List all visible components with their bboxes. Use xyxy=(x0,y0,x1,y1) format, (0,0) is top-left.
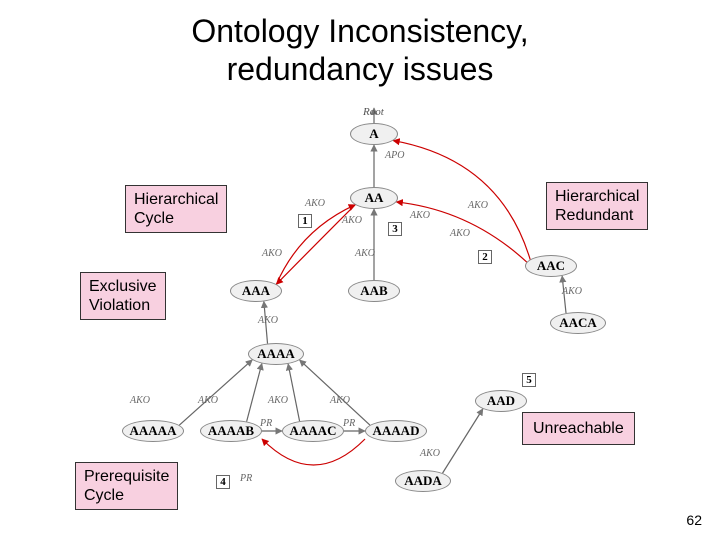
edge-label-ako12: AKO xyxy=(268,395,288,406)
marker-5: 5 xyxy=(522,373,536,387)
node-aaca: AACA xyxy=(550,312,606,334)
callout-exclusive-violation: Exclusive Violation xyxy=(80,272,166,320)
node-aaa: AAA xyxy=(230,280,282,302)
diagram-canvas: AAAAAAAABAACAACAAAAAAAAAAAAAABAAAACAAAAD… xyxy=(0,0,720,540)
node-aa: AA xyxy=(350,187,398,209)
node-aaaaa: AAAAA xyxy=(122,420,184,442)
edge-label-ako11: AKO xyxy=(198,395,218,406)
edge-label-ako1: AKO xyxy=(305,198,325,209)
edge-label-ako2: AKO xyxy=(342,215,362,226)
node-aac: AAC xyxy=(525,255,577,277)
edge-label-ako10: AKO xyxy=(130,395,150,406)
edge-label-ako6: AKO xyxy=(355,248,375,259)
marker-1: 1 xyxy=(298,214,312,228)
edge-label-ako5: AKO xyxy=(262,248,282,259)
edge-label-ako4: AKO xyxy=(468,200,488,211)
page-number: 62 xyxy=(686,512,702,528)
edge-label-pr2: PR xyxy=(343,418,355,429)
marker-4: 4 xyxy=(216,475,230,489)
edge-label-pr1: PR xyxy=(260,418,272,429)
edge-label-pr3: PR xyxy=(240,473,252,484)
callout-hierarchical-redundant: Hierarchical Redundant xyxy=(546,182,648,230)
marker-3: 3 xyxy=(388,222,402,236)
edge-label-ako3: AKO xyxy=(410,210,430,221)
node-aaaab: AAAAB xyxy=(200,420,262,442)
callout-prerequisite-cycle: Prerequisite Cycle xyxy=(75,462,178,510)
node-aaaad: AAAAD xyxy=(365,420,427,442)
marker-2: 2 xyxy=(478,250,492,264)
node-aad: AAD xyxy=(475,390,527,412)
edge-label-apo: APO xyxy=(385,150,404,161)
node-aab: AAB xyxy=(348,280,400,302)
edge-label-ako9: AKO xyxy=(258,315,278,326)
edge-label-ako7: AKO xyxy=(450,228,470,239)
callout-hierarchical-cycle: Hierarchical Cycle xyxy=(125,185,227,233)
root-label: Root xyxy=(363,106,384,118)
edge-label-ako14: AKO xyxy=(420,448,440,459)
callout-unreachable: Unreachable xyxy=(522,412,635,445)
edge-label-ako13: AKO xyxy=(330,395,350,406)
node-aaaa: AAAA xyxy=(248,343,304,365)
node-aaaac: AAAAC xyxy=(282,420,344,442)
edge-label-ako8: AKO xyxy=(562,286,582,297)
node-a: A xyxy=(350,123,398,145)
node-aada: AADA xyxy=(395,470,451,492)
